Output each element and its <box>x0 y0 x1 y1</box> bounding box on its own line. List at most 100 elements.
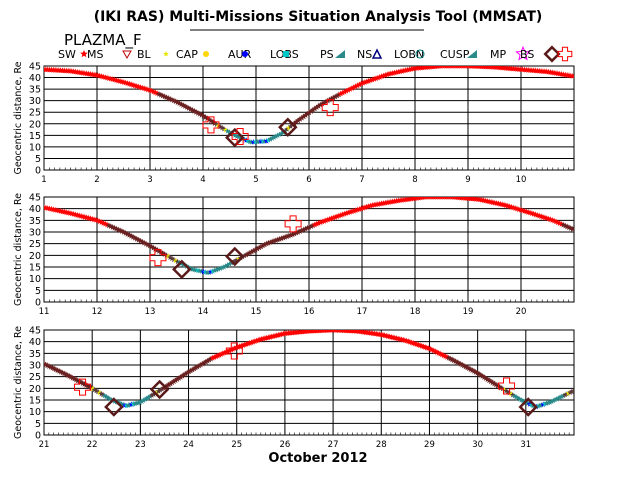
trajectory-point <box>284 126 290 132</box>
trajectory-point <box>494 382 501 389</box>
trajectory-point <box>484 376 491 382</box>
trajectory-point <box>199 360 206 367</box>
legend-label-ns: NS <box>357 48 372 61</box>
x-tick-label: 13 <box>145 307 156 317</box>
trajectory-point <box>217 265 224 271</box>
plot-area <box>44 330 574 417</box>
trajectory-point <box>341 210 348 217</box>
satellite-name: PLAZMA_F <box>64 31 142 50</box>
trajectory-point <box>332 214 339 220</box>
x-axis-label: October 2012 <box>268 451 367 466</box>
trajectory-point <box>120 228 127 235</box>
trajectory-point <box>302 112 309 118</box>
magnetopause-diamond-marker <box>149 379 170 400</box>
trajectory-point <box>496 383 503 390</box>
trajectory-point <box>378 73 385 80</box>
trajectory-point <box>465 365 472 372</box>
trajectory-point <box>74 377 81 384</box>
trajectory-point <box>248 339 255 346</box>
trajectory-point <box>328 215 335 222</box>
trajectory-point <box>348 85 355 91</box>
trajectory-point <box>150 391 157 397</box>
legend-mp-marker <box>515 45 531 61</box>
trajectory-point <box>196 110 203 117</box>
trajectory-point <box>374 74 381 81</box>
trajectory-point <box>132 400 138 406</box>
trajectory-point <box>170 378 177 385</box>
trajectory-point <box>343 210 350 216</box>
trajectory-point <box>44 361 49 368</box>
trajectory-point <box>386 70 393 77</box>
trajectory-point <box>545 399 552 406</box>
y-tick-label: 0 <box>35 298 41 309</box>
trajectory-point <box>384 71 391 78</box>
trajectory-point <box>504 389 511 395</box>
trajectory-point <box>295 228 302 235</box>
trajectory-point <box>469 367 476 373</box>
trajectory-point <box>335 91 342 98</box>
trajectory-point <box>555 395 562 401</box>
trajectory-point <box>133 400 140 406</box>
legend-label-aur: AUR <box>228 48 252 61</box>
trajectory-point <box>233 344 240 351</box>
trajectory-point <box>447 355 454 362</box>
trajectory-point <box>435 349 442 356</box>
trajectory-point <box>204 115 211 122</box>
y-tick-label: 45 <box>29 326 41 337</box>
trajectory-point <box>49 364 56 371</box>
trajectory-point <box>271 134 277 140</box>
y-tick-label: 20 <box>29 251 41 262</box>
trajectory-point <box>558 393 565 399</box>
x-tick-label: 7 <box>359 175 364 185</box>
trajectory-point <box>246 339 253 346</box>
trajectory-point <box>313 104 320 110</box>
trajectory-point <box>210 268 216 274</box>
trajectory-point <box>345 86 352 93</box>
trajectory-point <box>380 72 387 79</box>
bow-shock-cross-marker <box>74 378 92 396</box>
trajectory-point <box>510 392 516 398</box>
trajectory-point <box>209 354 216 361</box>
trajectory-point <box>345 209 352 216</box>
x-tick-label: 30 <box>472 440 483 450</box>
trajectory-point <box>150 244 157 251</box>
x-tick-label: 31 <box>520 440 531 450</box>
bow-shock-cross-marker <box>284 215 302 233</box>
trajectory-point <box>213 121 220 127</box>
trajectory-point <box>322 217 329 223</box>
trajectory-point <box>479 373 486 379</box>
trajectory-point <box>156 248 163 254</box>
trajectory-point <box>258 243 265 250</box>
y-tick-label: 5 <box>35 286 41 297</box>
trajectory-point <box>140 397 147 403</box>
trajectory-point <box>356 81 363 88</box>
trajectory-point <box>135 399 142 406</box>
x-tick-label: 20 <box>516 307 527 317</box>
x-tick-label: 16 <box>304 307 315 317</box>
trajectory-point <box>179 372 186 379</box>
trajectory-point <box>194 109 201 116</box>
trajectory-point <box>543 400 550 406</box>
trajectory-point <box>554 219 561 226</box>
trajectory-point <box>197 361 204 368</box>
trajectory-point <box>552 396 558 403</box>
trajectory-point <box>459 361 466 368</box>
trajectory-point <box>248 248 255 255</box>
trajectory-point <box>503 388 509 394</box>
trajectory-point <box>553 396 560 402</box>
trajectory-point <box>263 240 270 247</box>
trajectory-point <box>100 391 106 398</box>
trajectory-point <box>237 134 244 141</box>
x-tick-label: 14 <box>198 307 209 317</box>
x-tick-label: 6 <box>306 175 311 185</box>
trajectory-point <box>206 356 213 363</box>
trajectory-point <box>354 82 361 89</box>
trajectory-point <box>250 338 257 345</box>
y-tick-label: 10 <box>29 407 41 418</box>
trajectory-point <box>88 384 95 391</box>
trajectory-point <box>177 373 184 380</box>
legend-ps-marker <box>335 50 345 58</box>
